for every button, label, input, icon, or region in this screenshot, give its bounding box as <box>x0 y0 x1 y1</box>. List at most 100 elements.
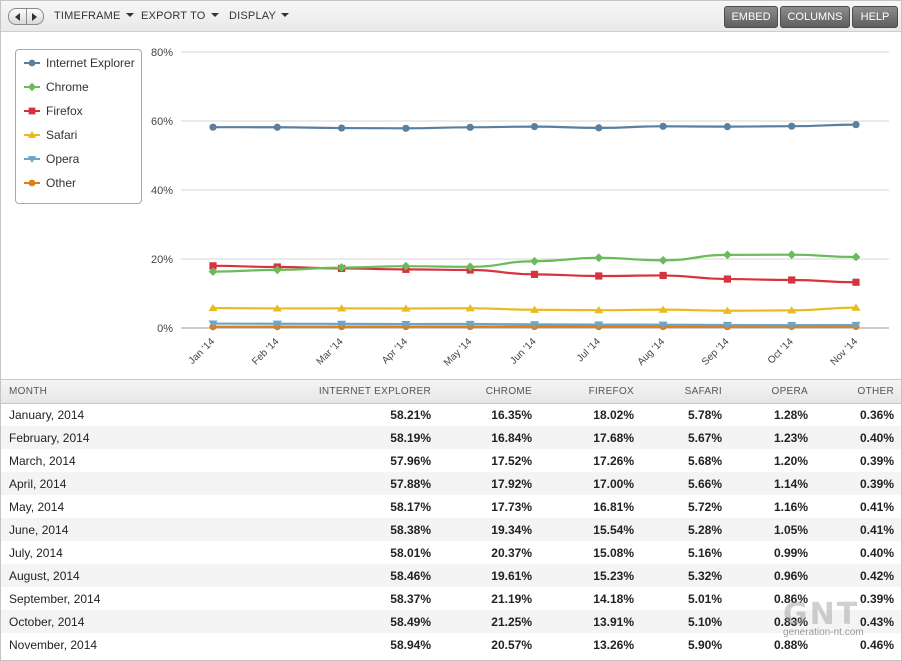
legend-marker <box>28 179 36 187</box>
embed-button[interactable]: EMBED <box>724 6 778 28</box>
value-cell: 58.21% <box>390 408 431 422</box>
export-menu[interactable]: EXPORT TO <box>141 10 219 22</box>
help-button[interactable]: HELP <box>852 6 898 28</box>
value-cell: 58.19% <box>390 431 431 445</box>
series-firefox <box>209 262 860 286</box>
data-point <box>272 320 282 328</box>
month-cell: February, 2014 <box>9 431 90 445</box>
y-tick-label: 20% <box>151 254 173 266</box>
next-button[interactable] <box>25 9 44 24</box>
legend-label: Firefox <box>46 104 83 118</box>
value-cell: 0.40% <box>859 546 894 560</box>
data-point <box>852 121 860 129</box>
column-header[interactable]: CHROME <box>485 386 532 397</box>
column-header[interactable]: SAFARI <box>684 386 722 397</box>
value-cell: 0.42% <box>859 569 894 583</box>
caret-down-icon <box>210 13 219 17</box>
legend-item[interactable]: Opera <box>24 151 79 167</box>
x-tick-label: Mar '14 <box>315 336 346 367</box>
value-cell: 1.14% <box>773 477 808 491</box>
table-row: August, 2014 58.46% 19.61% 15.23% 5.32% 0.96%… <box>1 564 901 587</box>
column-header[interactable]: OPERA <box>771 386 808 397</box>
series-safari <box>208 303 861 314</box>
timeframe-menu-label: TIMEFRAME <box>54 10 121 22</box>
x-tick-label: Feb '14 <box>250 336 281 367</box>
legend-marker <box>28 59 36 67</box>
value-cell: 17.68% <box>593 431 634 445</box>
value-cell: 1.16% <box>773 500 808 514</box>
value-cell: 5.78% <box>687 408 722 422</box>
data-point <box>851 303 861 311</box>
legend-label: Other <box>46 176 77 190</box>
table-row: November, 2014 58.94% 20.57% 13.26% 5.90% 0.8… <box>1 633 901 656</box>
month-cell: August, 2014 <box>9 569 80 583</box>
data-point <box>337 320 347 328</box>
legend: Internet Explorer Chrome Firefox Safari Oper… <box>15 49 142 204</box>
value-cell: 0.36% <box>859 408 894 422</box>
value-cell: 57.88% <box>390 477 431 491</box>
legend-item[interactable]: Other <box>24 175 76 191</box>
y-tick-label: 60% <box>151 116 173 128</box>
data-point <box>787 250 797 260</box>
x-tick-label: Apr '14 <box>380 336 410 366</box>
data-point <box>401 304 411 312</box>
timeframe-menu[interactable]: TIMEFRAME <box>54 10 134 22</box>
caret-down-icon <box>125 13 134 17</box>
table-row: March, 2014 57.96% 17.52% 17.26% 5.68% 1.20% 0… <box>1 449 901 472</box>
value-cell: 0.41% <box>859 500 894 514</box>
column-header[interactable]: FIREFOX <box>588 386 634 397</box>
data-point <box>594 306 604 314</box>
month-cell: March, 2014 <box>9 454 76 468</box>
y-tick-label: 80% <box>151 47 173 59</box>
value-cell: 15.54% <box>593 523 634 537</box>
table-row: October, 2014 58.49% 21.25% 13.91% 5.10% 0.83… <box>1 610 901 633</box>
legend-swatch-icon <box>24 82 40 92</box>
value-cell: 5.32% <box>687 569 722 583</box>
legend-item[interactable]: Internet Explorer <box>24 55 135 71</box>
arrow-right-icon <box>32 12 38 21</box>
value-cell: 17.73% <box>491 500 532 514</box>
table-row: June, 2014 58.38% 19.34% 15.54% 5.28% 1.05% 0.… <box>1 518 901 541</box>
value-cell: 1.23% <box>773 431 808 445</box>
legend-item[interactable]: Safari <box>24 127 77 143</box>
value-cell: 57.96% <box>390 454 431 468</box>
previous-button[interactable] <box>9 9 26 24</box>
line-chart: 0% 20% 40% 60% 80% Jan '14 Feb '14 Mar '14 Apr '… <box>151 47 889 369</box>
month-cell: June, 2014 <box>9 523 69 537</box>
data-point <box>401 320 411 329</box>
legend-swatch-icon <box>24 59 40 67</box>
display-menu[interactable]: DISPLAY <box>229 10 290 22</box>
month-cell: July, 2014 <box>9 546 63 560</box>
data-point <box>401 261 411 271</box>
value-cell: 5.67% <box>687 431 722 445</box>
data-point <box>465 320 475 329</box>
value-cell: 17.52% <box>491 454 532 468</box>
x-tick-label: Sep '14 <box>700 336 732 368</box>
legend-item[interactable]: Firefox <box>24 103 83 119</box>
column-header[interactable]: OTHER <box>857 386 894 397</box>
export-menu-label: EXPORT TO <box>141 10 206 22</box>
columns-button[interactable]: COLUMNS <box>780 6 850 28</box>
data-point <box>787 306 797 314</box>
data-point <box>658 321 668 329</box>
legend-marker <box>27 156 37 163</box>
column-header[interactable]: INTERNET EXPLORER <box>318 386 431 397</box>
legend-item[interactable]: Chrome <box>24 79 89 95</box>
month-cell: October, 2014 <box>9 615 85 629</box>
x-tick-label: Aug '14 <box>636 336 668 368</box>
value-cell: 1.28% <box>773 408 808 422</box>
data-point <box>402 124 410 132</box>
x-tick-label: Nov '14 <box>829 336 861 368</box>
value-cell: 5.16% <box>687 546 722 560</box>
y-tick-label: 0% <box>157 323 173 335</box>
value-cell: 58.94% <box>390 638 431 652</box>
data-point <box>722 321 732 330</box>
value-cell: 21.25% <box>491 615 532 629</box>
table-row: February, 2014 58.19% 16.84% 17.68% 5.67% 1.2… <box>1 426 901 449</box>
data-point <box>529 321 540 329</box>
data-point <box>273 123 281 131</box>
value-cell: 17.92% <box>491 477 532 491</box>
value-cell: 0.39% <box>859 592 894 606</box>
column-header[interactable]: MONTH <box>9 386 48 397</box>
table-row: September, 2014 58.37% 21.19% 14.18% 5.01% 0.… <box>1 587 901 610</box>
